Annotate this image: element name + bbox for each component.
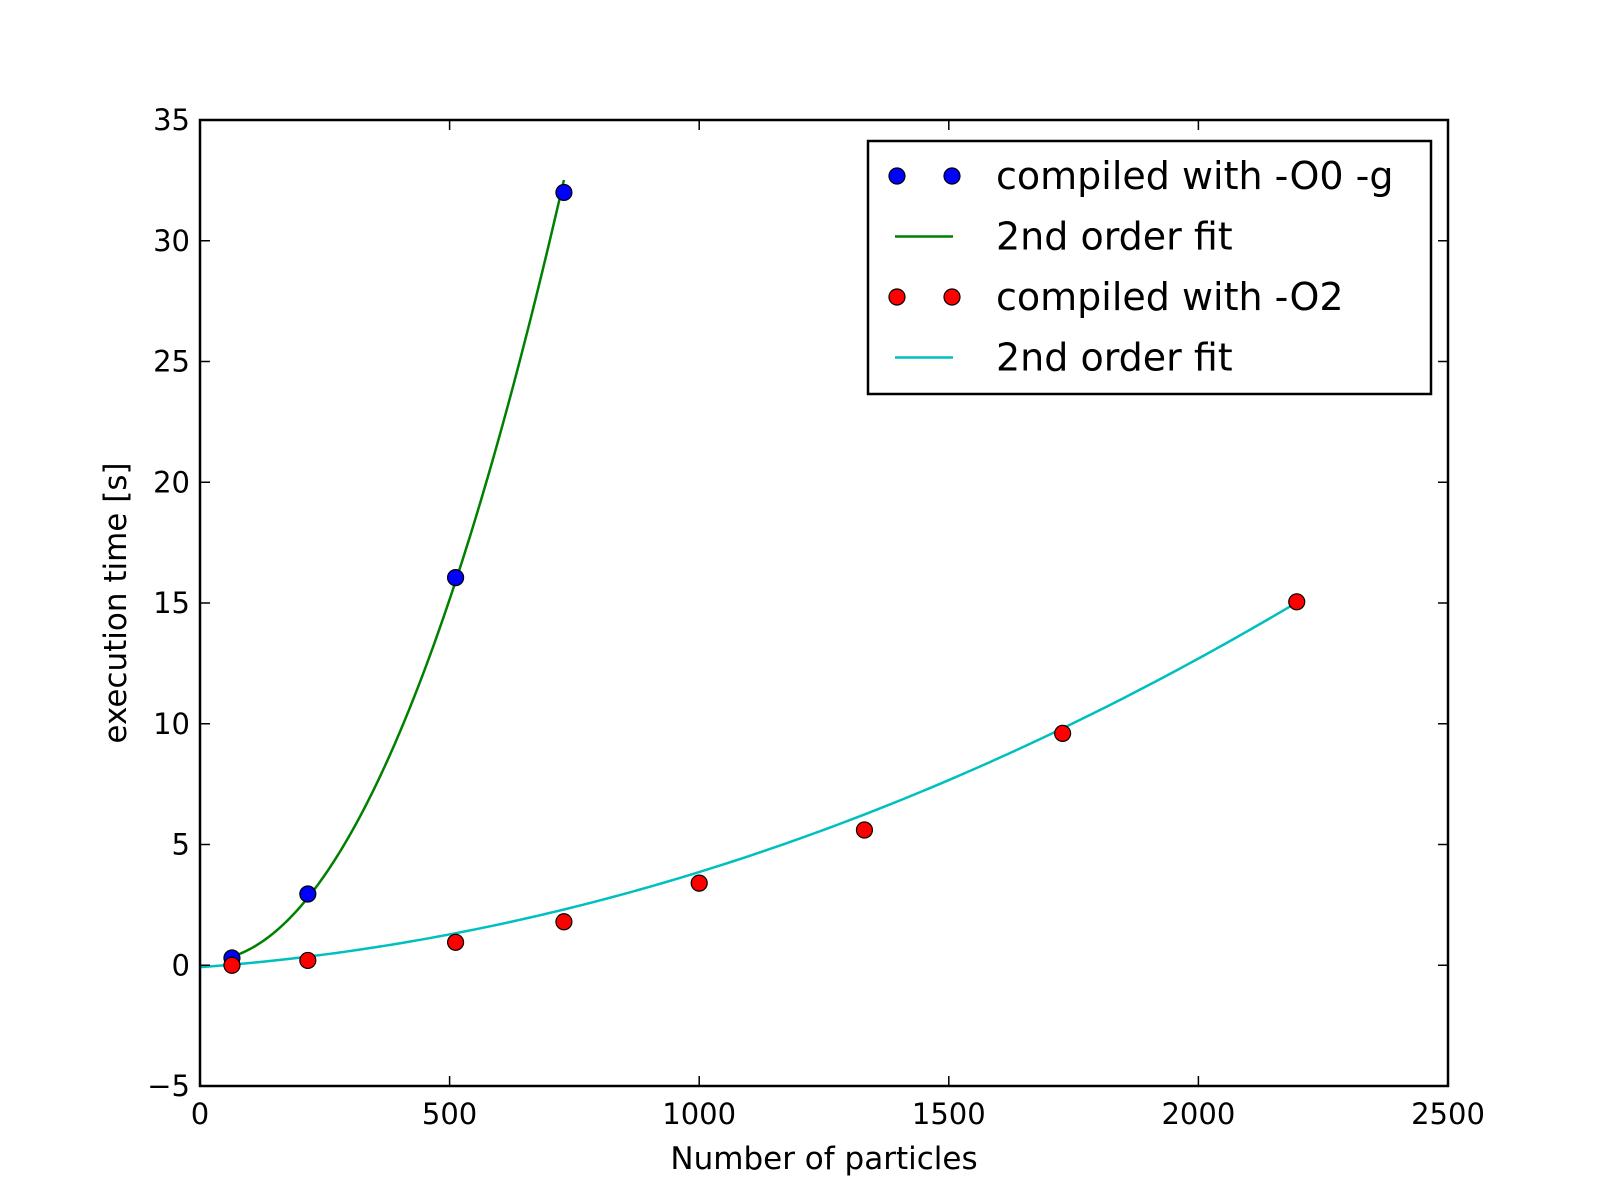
x-tick-label: 1500 <box>912 1097 986 1131</box>
x-tick-label: 0 <box>191 1097 209 1131</box>
x-tick-label: 1000 <box>662 1097 736 1131</box>
y-tick-label: 0 <box>172 948 190 982</box>
y-tick-label: −5 <box>147 1069 190 1103</box>
legend-box <box>866 139 1433 396</box>
legend-entry-label: 2nd order fit <box>996 336 1233 380</box>
y-axis-label: execution time [s] <box>98 462 134 743</box>
data-point-series-2 <box>1054 724 1072 743</box>
x-tick-label: 500 <box>422 1097 477 1131</box>
legend-entry-label: 2nd order fit <box>996 215 1233 259</box>
legend-marker-swatch <box>888 288 906 306</box>
y-tick-label: 5 <box>172 828 190 862</box>
x-tick-label: 2500 <box>1411 1097 1485 1131</box>
fit-line-series-3 <box>199 601 1298 969</box>
y-tick-label: 25 <box>153 345 190 379</box>
data-point-series-2 <box>690 874 708 892</box>
data-point-series-0 <box>446 569 465 587</box>
x-tick-label: 2000 <box>1161 1097 1235 1131</box>
legend-marker-swatch <box>943 288 961 306</box>
data-point-series-2 <box>299 951 317 970</box>
y-tick-label: 10 <box>153 707 190 741</box>
y-tick-label: 30 <box>153 224 190 258</box>
fit-line-series-1 <box>231 179 566 958</box>
data-point-series-2 <box>555 913 573 931</box>
legend-entry-label: compiled with -O0 -g <box>996 154 1393 198</box>
fit-lines <box>199 179 1298 969</box>
data-markers <box>223 183 1306 974</box>
y-tick-label: 15 <box>153 586 190 620</box>
data-point-series-2 <box>446 933 465 951</box>
x-axis-label: Number of particles <box>670 1141 977 1177</box>
data-point-series-2 <box>1288 593 1306 611</box>
y-tick-label: 35 <box>153 103 190 137</box>
data-point-series-0 <box>299 885 317 903</box>
data-point-series-0 <box>555 183 573 202</box>
y-tick-label: 20 <box>153 465 190 499</box>
legend-marker-swatch <box>943 167 961 185</box>
legend-entry-label: compiled with -O2 <box>996 275 1344 319</box>
data-point-series-2 <box>223 956 241 974</box>
legend: compiled with -O0 -g 2nd order fit compile… <box>866 139 1433 396</box>
legend-marker-swatch <box>888 167 906 185</box>
data-point-series-2 <box>855 821 874 839</box>
